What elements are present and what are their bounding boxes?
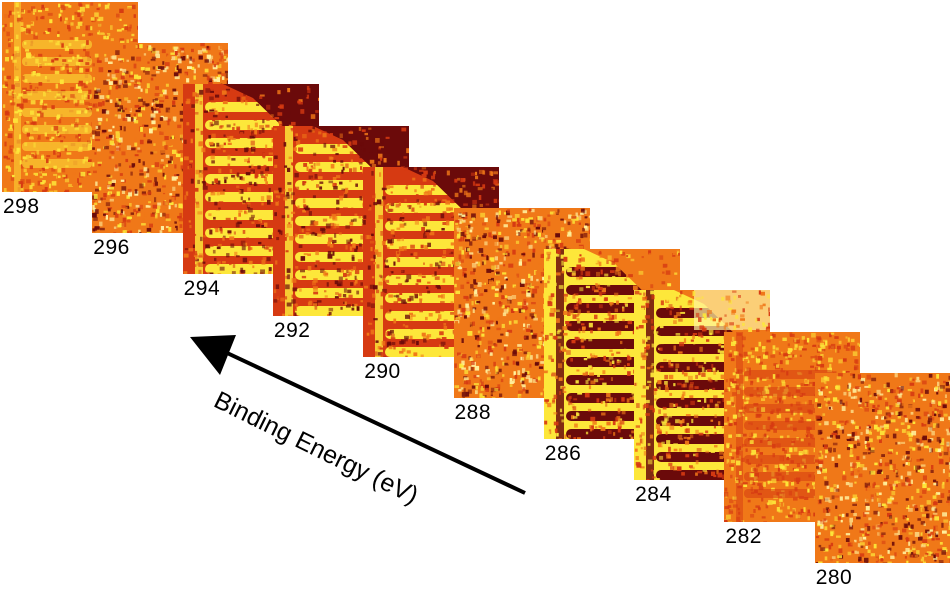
energy-label-292: 292 xyxy=(273,318,311,342)
energy-label-280: 280 xyxy=(815,565,853,589)
energy-image-280 xyxy=(814,372,950,563)
energy-label-298: 298 xyxy=(3,195,40,218)
energy-label-282: 282 xyxy=(725,524,762,548)
energy-label-286: 286 xyxy=(544,442,582,466)
axis-label: Binding Energy (eV) xyxy=(209,386,423,510)
energy-label-290: 290 xyxy=(364,359,401,383)
energy-label-294: 294 xyxy=(183,277,221,301)
arrow-head-icon xyxy=(190,335,236,375)
energy-label-284: 284 xyxy=(635,483,672,507)
energy-label-288: 288 xyxy=(454,401,492,424)
energy-label-296: 296 xyxy=(93,236,130,260)
